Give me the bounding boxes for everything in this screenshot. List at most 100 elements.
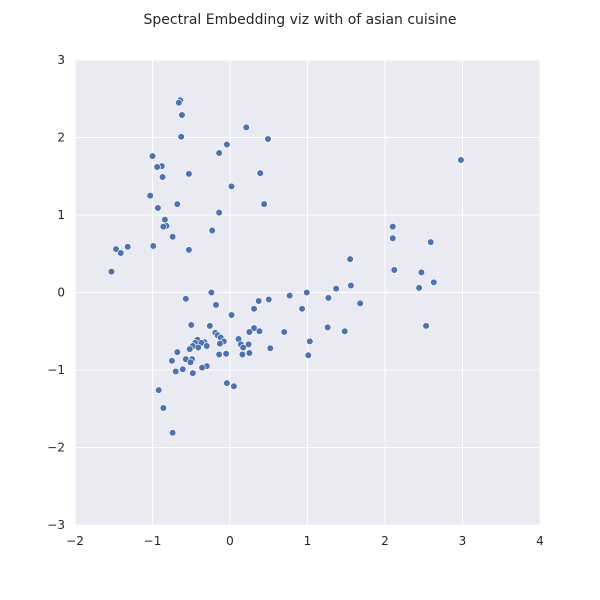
y-tick-label: −1 <box>47 363 65 377</box>
scatter-point <box>189 369 197 377</box>
scatter-point <box>356 299 364 307</box>
scatter-point <box>417 268 426 276</box>
scatter-point <box>427 238 435 246</box>
scatter-points <box>107 96 465 437</box>
scatter-point <box>185 170 193 178</box>
scatter-point <box>260 200 268 208</box>
chart-title: Spectral Embedding viz with of asian cui… <box>144 12 457 28</box>
scatter-point <box>324 294 333 302</box>
scatter-point <box>198 364 206 372</box>
scatter-point <box>194 343 202 352</box>
scatter-point <box>390 266 398 274</box>
x-tick-label: 1 <box>304 534 312 548</box>
scatter-point <box>389 234 397 242</box>
scatter-point <box>457 156 465 164</box>
scatter-point <box>239 343 247 352</box>
scatter-point <box>223 140 231 149</box>
scatter-point <box>186 345 194 353</box>
scatter-point <box>185 246 193 254</box>
scatter-point <box>124 243 132 251</box>
scatter-point <box>172 367 180 376</box>
scatter-point <box>215 149 223 157</box>
scatter-point <box>146 192 154 200</box>
scatter-point <box>298 305 306 313</box>
scatter-point <box>186 358 195 366</box>
scatter-point <box>208 226 216 235</box>
scatter-point <box>346 255 354 263</box>
y-tick-label: 3 <box>57 53 65 67</box>
scatter-point <box>430 278 438 287</box>
scatter-point <box>227 311 236 319</box>
scatter-point <box>206 322 214 330</box>
scatter-point <box>155 386 163 394</box>
scatter-point <box>175 99 183 107</box>
scatter-point <box>389 223 397 231</box>
scatter-point <box>117 249 125 257</box>
scatter-point <box>250 324 258 332</box>
scatter-point <box>168 357 176 365</box>
scatter-point <box>177 133 185 141</box>
scatter-point <box>227 182 236 190</box>
scatter-point <box>212 301 220 309</box>
scatter-point <box>173 348 181 356</box>
scatter-point <box>242 123 250 132</box>
y-axis-tick-labels: 3 2 1 0 −1 −2 −3 <box>47 53 65 532</box>
scatter-point <box>306 337 314 345</box>
scatter-point <box>223 379 231 387</box>
scatter-point <box>256 169 264 177</box>
scatter-point <box>230 382 238 390</box>
scatter-point <box>255 297 263 305</box>
scatter-point <box>153 163 161 171</box>
scatter-point <box>222 350 230 358</box>
scatter-point <box>347 281 355 290</box>
scatter-point <box>149 242 157 250</box>
y-tick-label: −3 <box>47 518 65 532</box>
scatter-point <box>255 327 264 335</box>
scatter-point <box>178 111 186 119</box>
scatter-point <box>148 152 157 160</box>
scatter-point <box>303 288 311 297</box>
x-tick-label: 0 <box>226 534 234 548</box>
y-tick-label: 0 <box>57 286 65 300</box>
scatter-point <box>203 342 211 350</box>
scatter-point <box>415 284 423 292</box>
scatter-point <box>169 233 177 241</box>
scatter-point <box>158 173 167 181</box>
x-tick-label: 3 <box>459 534 467 548</box>
scatter-point <box>286 292 294 300</box>
scatter-point <box>207 288 215 297</box>
scatter-point <box>332 285 340 293</box>
scatter-point <box>107 267 116 276</box>
scatter-point <box>159 223 167 231</box>
scatter-point <box>154 204 162 212</box>
scatter-point <box>245 328 253 336</box>
scatter-point <box>280 328 288 336</box>
y-tick-label: −2 <box>47 441 65 455</box>
scatter-point <box>422 322 430 330</box>
x-tick-label: 2 <box>381 534 389 548</box>
x-tick-label: −1 <box>144 534 162 548</box>
x-tick-label: 4 <box>536 534 544 548</box>
scatter-point <box>266 344 274 352</box>
scatter-point <box>238 350 246 359</box>
y-tick-label: 2 <box>57 131 65 145</box>
scatter-point <box>304 351 312 359</box>
scatter-point <box>265 295 273 304</box>
scatter-point <box>250 305 258 313</box>
x-tick-label: −2 <box>66 534 84 548</box>
scatter-point <box>264 135 272 143</box>
scatter-point <box>159 404 167 412</box>
scatter-point <box>245 349 253 357</box>
scatter-point <box>187 321 195 329</box>
scatter-point <box>169 429 177 437</box>
x-axis-tick-labels: −2 −1 0 1 2 3 4 <box>66 534 544 548</box>
scatter-point <box>216 340 224 348</box>
y-tick-label: 1 <box>57 208 65 222</box>
scatter-point <box>182 295 190 303</box>
scatter-point <box>161 216 169 224</box>
scatter-point <box>324 323 332 331</box>
scatter-point <box>341 327 349 335</box>
scatter-point <box>179 365 187 373</box>
scatter-point <box>112 245 120 253</box>
